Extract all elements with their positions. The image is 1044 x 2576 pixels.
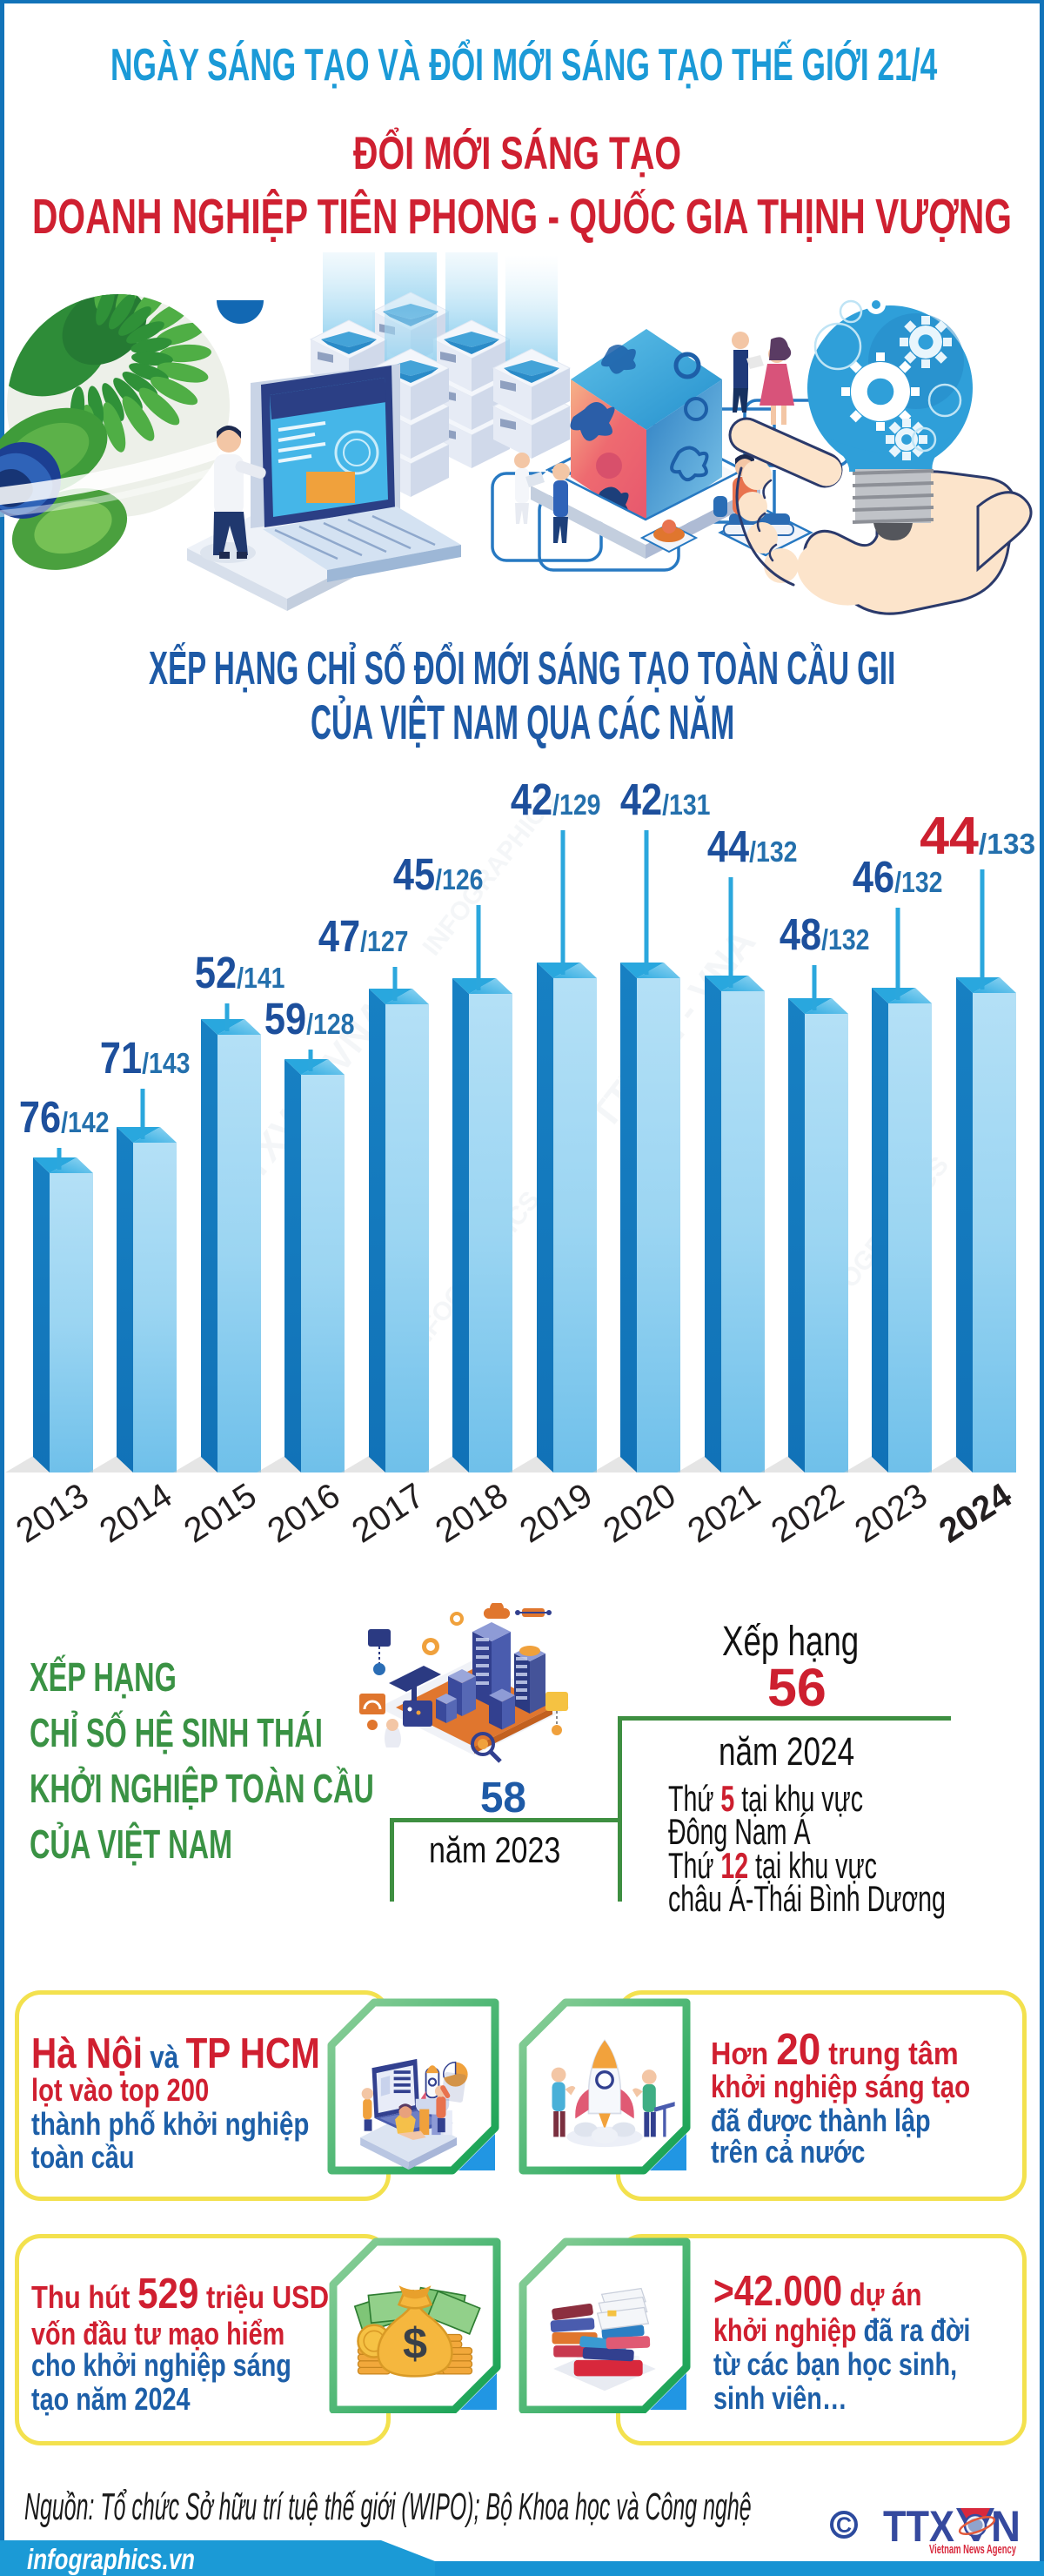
svg-text:/142: /142: [61, 1106, 109, 1139]
svg-text:42: 42: [620, 775, 662, 825]
svg-text:71: 71: [100, 1034, 142, 1083]
svg-text:/128: /128: [306, 1008, 354, 1041]
svg-text:2024: 2024: [933, 1476, 1019, 1551]
svg-text:45: 45: [393, 850, 435, 900]
svg-text:C: C: [836, 2513, 852, 2538]
svg-text:2021: 2021: [681, 1476, 767, 1550]
svg-text:47: 47: [318, 912, 360, 962]
svg-text:infographics.vn: infographics.vn: [27, 2543, 195, 2575]
svg-text:2020: 2020: [597, 1476, 683, 1550]
svg-text:42: 42: [511, 775, 552, 825]
svg-text:46: 46: [853, 853, 894, 902]
svg-text:52: 52: [195, 949, 237, 998]
svg-text:$: $: [403, 2318, 427, 2368]
svg-text:/126: /126: [435, 863, 483, 896]
svg-text:2017: 2017: [345, 1476, 432, 1550]
svg-text:/141: /141: [237, 962, 284, 995]
svg-text:/133: /133: [979, 828, 1035, 861]
svg-text:/132: /132: [821, 923, 869, 956]
svg-text:76: 76: [19, 1093, 61, 1143]
svg-text:2022: 2022: [765, 1476, 851, 1550]
svg-text:2013: 2013: [10, 1476, 96, 1550]
svg-text:2019: 2019: [513, 1476, 599, 1550]
svg-text:N: N: [991, 2502, 1021, 2551]
svg-text:44: 44: [920, 806, 979, 865]
svg-text:2016: 2016: [261, 1476, 347, 1550]
svg-text:59: 59: [264, 995, 306, 1044]
svg-text:2018: 2018: [429, 1476, 515, 1550]
svg-text:/132: /132: [894, 866, 942, 899]
svg-text:TTX: TTX: [883, 2502, 954, 2551]
svg-text:/131: /131: [662, 788, 710, 822]
svg-text:/132: /132: [749, 835, 797, 869]
svg-text:2015: 2015: [177, 1476, 264, 1550]
svg-text:Vietnam News Agency: Vietnam News Agency: [929, 2543, 1016, 2557]
svg-text:44: 44: [707, 822, 750, 872]
svg-text:/127: /127: [360, 925, 408, 958]
svg-text:/129: /129: [552, 788, 600, 822]
svg-text:48: 48: [780, 910, 821, 960]
svg-text:2023: 2023: [848, 1476, 934, 1550]
svg-text:2014: 2014: [93, 1476, 179, 1550]
svg-text:/143: /143: [142, 1047, 190, 1080]
